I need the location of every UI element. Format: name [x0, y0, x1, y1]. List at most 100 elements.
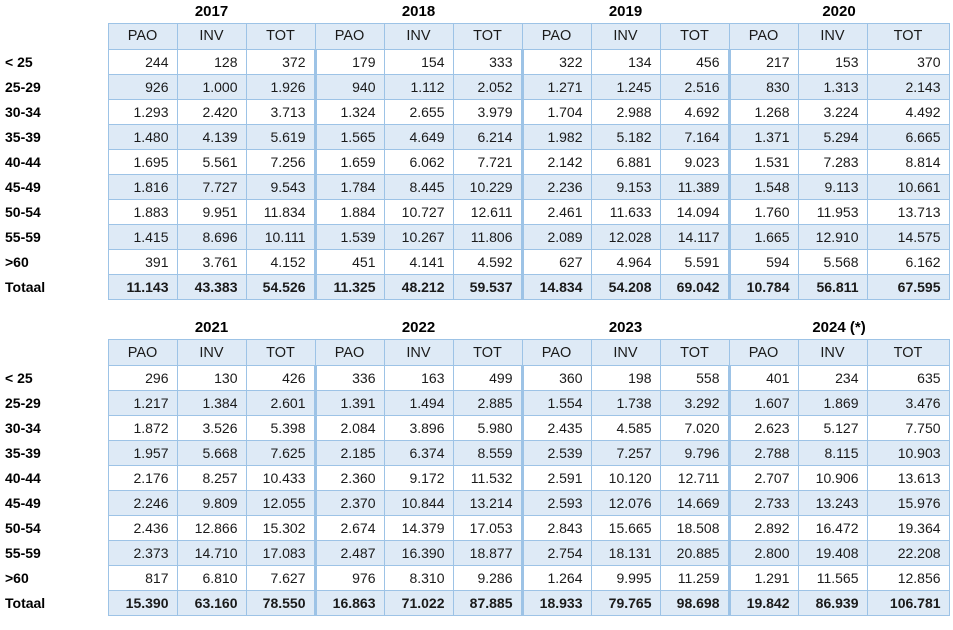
table-row: 30-34 1.872 3.526 5.398 2.084 3.896 5.980 2.435…: [2, 415, 950, 441]
table-cell: 7.283: [797, 148, 868, 175]
table-cell: 4.964: [590, 248, 661, 275]
table-cell: 456: [659, 48, 730, 75]
age-year-table-2017-2020: 2017 2018 2019 2020 PAO INV TOT PAO INV TOT PAO INV…: [2, 2, 950, 300]
table-cell: 360: [520, 365, 592, 391]
table-cell: 78.550: [245, 590, 316, 616]
table-cell: 154: [383, 48, 454, 75]
table-cell: 9.023: [659, 148, 730, 175]
row-label: Totaal: [2, 274, 108, 299]
table-cell: 1.607: [727, 390, 799, 416]
table-cell: 11.532: [452, 465, 523, 491]
table-cell: 18.131: [590, 540, 661, 566]
table-cell: 7.721: [452, 148, 523, 175]
table-cell: 1.217: [107, 390, 178, 416]
table-row: 45-49 1.816 7.727 9.543 1.784 8.445 10.229 2.23…: [2, 173, 950, 200]
column-header: INV: [590, 22, 661, 50]
table-cell: 558: [659, 365, 730, 391]
total-row: Totaal 15.390 63.160 78.550 16.863 71.022 87.8…: [2, 590, 950, 616]
column-header: PAO: [314, 339, 385, 366]
table-cell: 19.842: [727, 590, 799, 616]
table-cell: 5.668: [176, 440, 247, 466]
table-cell: 86.939: [797, 590, 868, 616]
table-cell: 3.526: [176, 415, 247, 441]
table-cell: 5.591: [659, 248, 730, 275]
row-label: 30-34: [2, 415, 108, 441]
table-cell: 54.526: [245, 273, 316, 300]
table-row: < 25 296 130 426 336 163 499 360 198 558 401 234 635: [2, 365, 950, 391]
table-cell: 2.360: [313, 465, 385, 491]
row-label: >60: [2, 565, 108, 591]
table-cell: 3.979: [452, 98, 523, 125]
year-label: 2018: [315, 2, 522, 23]
column-header: PAO: [521, 22, 592, 50]
total-row: Totaal 11.143 43.383 54.526 11.325 48.212 59.5…: [2, 273, 950, 300]
table-cell: 1.245: [590, 73, 661, 100]
table-cell: 1.548: [727, 173, 799, 200]
table-cell: 817: [107, 565, 178, 591]
row-label: Totaal: [2, 590, 108, 616]
table-cell: 1.554: [520, 390, 592, 416]
table-cell: 1.704: [520, 98, 592, 125]
table-cell: 67.595: [866, 273, 950, 300]
table-cell: 134: [590, 48, 661, 75]
table-cell: 2.435: [520, 415, 592, 441]
year-label: 2022: [315, 318, 522, 340]
table-cell: 2.788: [727, 440, 799, 466]
table-cell: 333: [452, 48, 523, 75]
table-cell: 13.713: [866, 198, 950, 225]
column-header: TOT: [866, 339, 950, 366]
table-cell: 9.286: [452, 565, 523, 591]
table-cell: 2.461: [520, 198, 592, 225]
row-label: < 25: [2, 49, 108, 74]
table-cell: 3.476: [866, 390, 950, 416]
table-cell: 1.883: [107, 198, 178, 225]
table-cell: 2.516: [659, 73, 730, 100]
table-cell: 1.738: [590, 390, 661, 416]
table-cell: 6.214: [452, 123, 523, 150]
table-cell: 9.995: [590, 565, 661, 591]
table-cell: 830: [727, 73, 799, 100]
row-label: 40-44: [2, 149, 108, 174]
row-label: >60: [2, 249, 108, 274]
table-cell: 12.910: [797, 223, 868, 250]
year-header-row: 2017 2018 2019 2020: [2, 2, 949, 23]
column-header: PAO: [107, 22, 178, 50]
table-cell: 1.665: [727, 223, 799, 250]
row-label: 45-49: [2, 174, 108, 199]
table-cell: 1.271: [520, 73, 592, 100]
table-cell: 14.117: [659, 223, 730, 250]
table-cell: 1.926: [245, 73, 316, 100]
table-row: 40-44 1.695 5.561 7.256 1.659 6.062 7.721 2.142…: [2, 148, 950, 175]
table-row: < 25 244 128 372 179 154 333 322 134 456 217 153 370: [2, 48, 950, 75]
table-cell: 926: [107, 73, 178, 100]
table-cell: 153: [797, 48, 868, 75]
table-cell: 391: [107, 248, 178, 275]
table-cell: 322: [520, 48, 592, 75]
table-cell: 128: [176, 48, 247, 75]
table-cell: 16.863: [313, 590, 385, 616]
table-cell: 2.246: [107, 490, 178, 516]
table-cell: 1.264: [520, 565, 592, 591]
column-header: INV: [797, 339, 868, 366]
table-cell: 7.256: [245, 148, 316, 175]
table-cell: 15.390: [107, 590, 178, 616]
row-label: 30-34: [2, 99, 108, 124]
table-cell: 372: [245, 48, 316, 75]
table-cell: 2.591: [520, 465, 592, 491]
table-cell: 10.267: [383, 223, 454, 250]
table-cell: 401: [727, 365, 799, 391]
table-cell: 7.020: [659, 415, 730, 441]
table-cell: 179: [313, 48, 385, 75]
table-cell: 8.559: [452, 440, 523, 466]
table-cell: 6.665: [866, 123, 950, 150]
table-cell: 56.811: [797, 273, 868, 300]
table-cell: 451: [313, 248, 385, 275]
table-cell: 4.692: [659, 98, 730, 125]
table-cell: 8.696: [176, 223, 247, 250]
table-cell: 12.711: [659, 465, 730, 491]
row-label: 50-54: [2, 199, 108, 224]
table-cell: 1.539: [313, 223, 385, 250]
table-cell: 2.601: [245, 390, 316, 416]
table-cell: 18.508: [659, 515, 730, 541]
table-cell: 12.856: [866, 565, 950, 591]
